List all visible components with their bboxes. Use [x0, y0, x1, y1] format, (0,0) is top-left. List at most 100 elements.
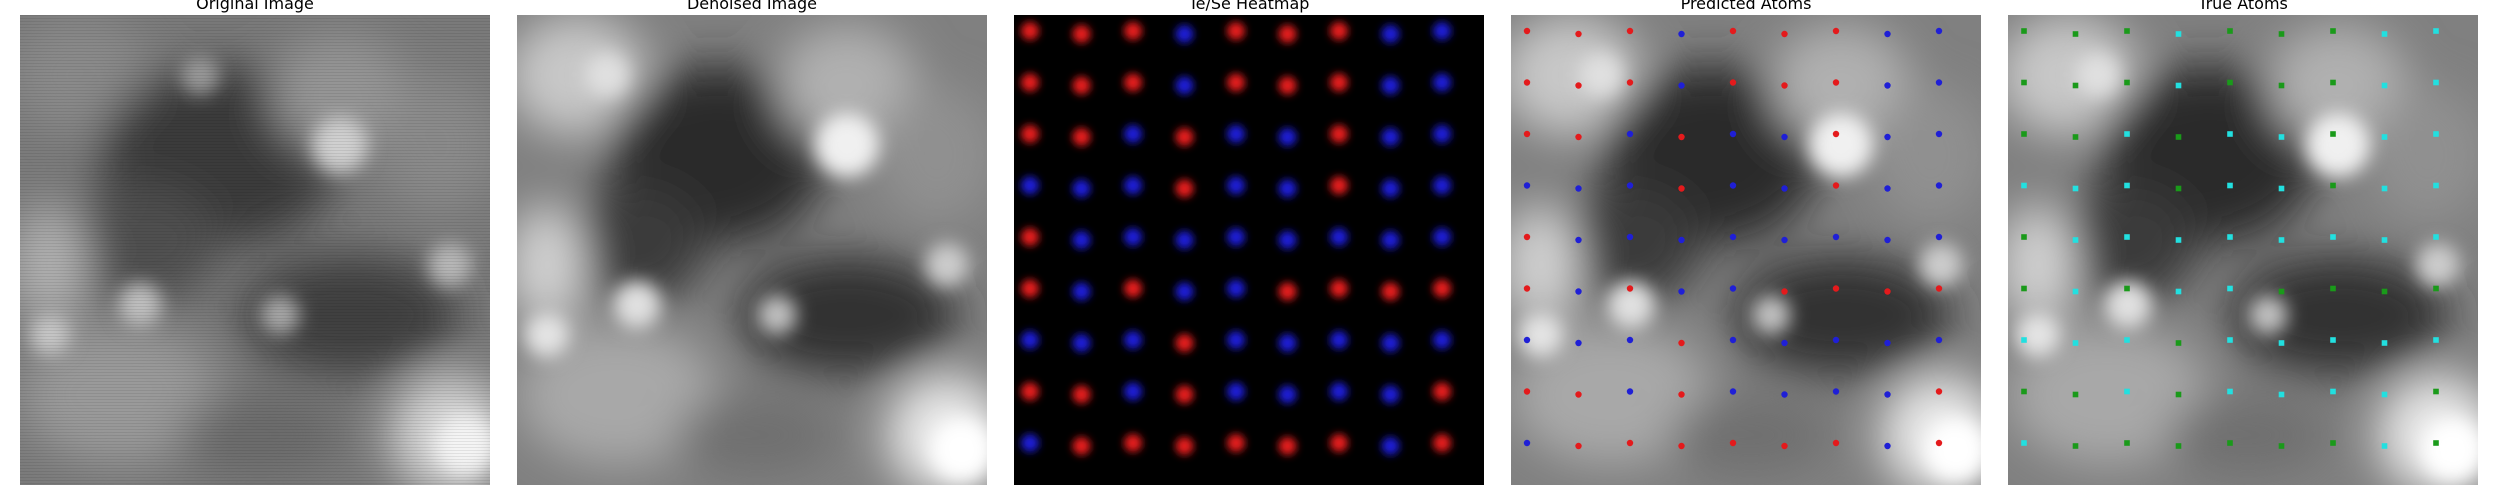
- heatmap-se-spot: [1072, 282, 1091, 301]
- predicted-se-atom: [1832, 388, 1840, 395]
- true-se-atom: [2021, 182, 2027, 189]
- panel-title-heatmap: Te/Se Heatmap: [1188, 0, 1310, 13]
- predicted-se-atom: [1729, 336, 1737, 344]
- true-te-atom: [2124, 440, 2130, 446]
- heatmap-se-spot: [1433, 125, 1451, 143]
- predicted-se-atom: [1832, 233, 1840, 241]
- panel-true: True Atoms: [2008, 0, 2478, 500]
- predicted-te-atom: [1832, 285, 1840, 292]
- true-se-atom: [2227, 182, 2233, 189]
- true-te-atom: [2330, 28, 2336, 34]
- true-te-atom: [2021, 234, 2027, 240]
- true-te-atom: [2072, 31, 2079, 37]
- true-se-atom: [2433, 234, 2439, 240]
- heatmap-se-spot: [1278, 231, 1297, 249]
- true-se-atom: [2175, 237, 2182, 243]
- true-te-atom: [2021, 388, 2027, 395]
- true-te-atom: [2021, 285, 2027, 292]
- true-te-atom: [2072, 82, 2079, 89]
- heatmap-te-spot: [1124, 279, 1142, 298]
- heatmap-te-spot: [1330, 125, 1348, 143]
- predicted-te-atom: [1575, 442, 1582, 450]
- true-se-atom: [2124, 388, 2130, 395]
- predicted-te-atom: [1626, 285, 1634, 292]
- predicted-se-atom: [1729, 130, 1737, 138]
- panel-original: Original Image: [20, 0, 490, 500]
- predicted-se-atom: [1729, 233, 1737, 241]
- heatmap-te-spot: [1227, 22, 1245, 40]
- true-te-atom: [2278, 443, 2285, 449]
- true-te-atom: [2072, 134, 2079, 140]
- predicted-te-atom: [1678, 442, 1685, 450]
- heatmap-te-spot: [1433, 434, 1451, 452]
- predicted-se-atom: [1884, 391, 1891, 398]
- true-te-atom: [2330, 440, 2336, 446]
- heatmap-te-spot: [1072, 128, 1091, 146]
- true-se-atom: [2072, 340, 2079, 346]
- true-se-atom: [2381, 134, 2388, 140]
- heatmap-se-spot: [1330, 331, 1348, 349]
- predicted-atoms-image: [1511, 15, 1981, 485]
- predicted-se-atom: [1935, 79, 1943, 86]
- true-te-atom: [2381, 288, 2388, 295]
- predicted-se-atom: [1626, 130, 1634, 138]
- predicted-se-atom: [1781, 236, 1788, 244]
- panel-title-original: Original Image: [196, 0, 314, 13]
- true-se-atom: [2381, 82, 2388, 89]
- true-se-atom: [2433, 337, 2439, 343]
- panel-predicted: Predicted Atoms: [1511, 0, 1981, 500]
- true-te-atom: [2278, 31, 2285, 37]
- true-te-atom: [2175, 134, 2182, 140]
- true-te-atom: [2278, 288, 2285, 295]
- predicted-te-atom: [1678, 339, 1685, 347]
- heatmap-se-spot: [1433, 331, 1451, 349]
- predicted-te-atom: [1781, 30, 1788, 38]
- heatmap-se-spot: [1175, 282, 1194, 301]
- true-te-atom: [2227, 28, 2233, 34]
- true-se-atom: [2175, 288, 2182, 295]
- predicted-te-atom: [1523, 130, 1531, 138]
- heatmap-se-spot: [1381, 385, 1400, 404]
- heatmap-se-spot: [1381, 128, 1400, 146]
- predicted-se-atom: [1935, 233, 1943, 241]
- predicted-se-atom: [1884, 339, 1891, 347]
- true-se-atom: [2278, 237, 2285, 243]
- true-se-atom: [2330, 337, 2336, 343]
- predicted-se-atom: [1523, 439, 1531, 447]
- predicted-se-atom: [1678, 30, 1685, 38]
- true-se-atom: [2381, 31, 2388, 37]
- heatmap-se-spot: [1227, 176, 1245, 195]
- true-se-atom: [2021, 337, 2027, 343]
- heatmap-se-spot: [1433, 73, 1451, 92]
- heatmap-se-spot: [1227, 382, 1245, 401]
- predicted-te-atom: [1832, 130, 1840, 138]
- predicted-se-atom: [1884, 30, 1891, 38]
- heatmap-te-spot: [1330, 73, 1348, 92]
- predicted-se-atom: [1575, 339, 1582, 347]
- panel-heatmap: Te/Se Heatmap: [1014, 0, 1484, 500]
- true-te-atom: [2227, 79, 2233, 86]
- heatmap-te-spot: [1330, 279, 1348, 298]
- true-se-atom: [2124, 337, 2130, 343]
- predicted-se-atom: [1678, 288, 1685, 295]
- true-se-atom: [2381, 443, 2388, 449]
- true-te-atom: [2278, 82, 2285, 89]
- predicted-se-atom: [1729, 285, 1737, 292]
- predicted-te-atom: [1523, 233, 1531, 241]
- predicted-se-atom: [1678, 82, 1685, 89]
- heatmap-te-spot: [1330, 176, 1348, 195]
- true-se-atom: [2072, 237, 2079, 243]
- heatmap-te-spot: [1278, 25, 1297, 43]
- heatmap-te-spot: [1381, 282, 1400, 301]
- true-te-atom: [2330, 131, 2336, 137]
- predicted-te-atom: [1935, 439, 1943, 447]
- predicted-se-atom: [1678, 236, 1685, 244]
- heatmap-te-spot: [1072, 437, 1091, 455]
- predicted-se-atom: [1884, 82, 1891, 89]
- predicted-se-atom: [1523, 182, 1531, 189]
- true-se-atom: [2278, 134, 2285, 140]
- heatmap-te-spot: [1124, 22, 1142, 40]
- heatmap-se-spot: [1021, 331, 1039, 349]
- true-se-atom: [2227, 285, 2233, 292]
- heatmap-se-spot: [1072, 334, 1091, 352]
